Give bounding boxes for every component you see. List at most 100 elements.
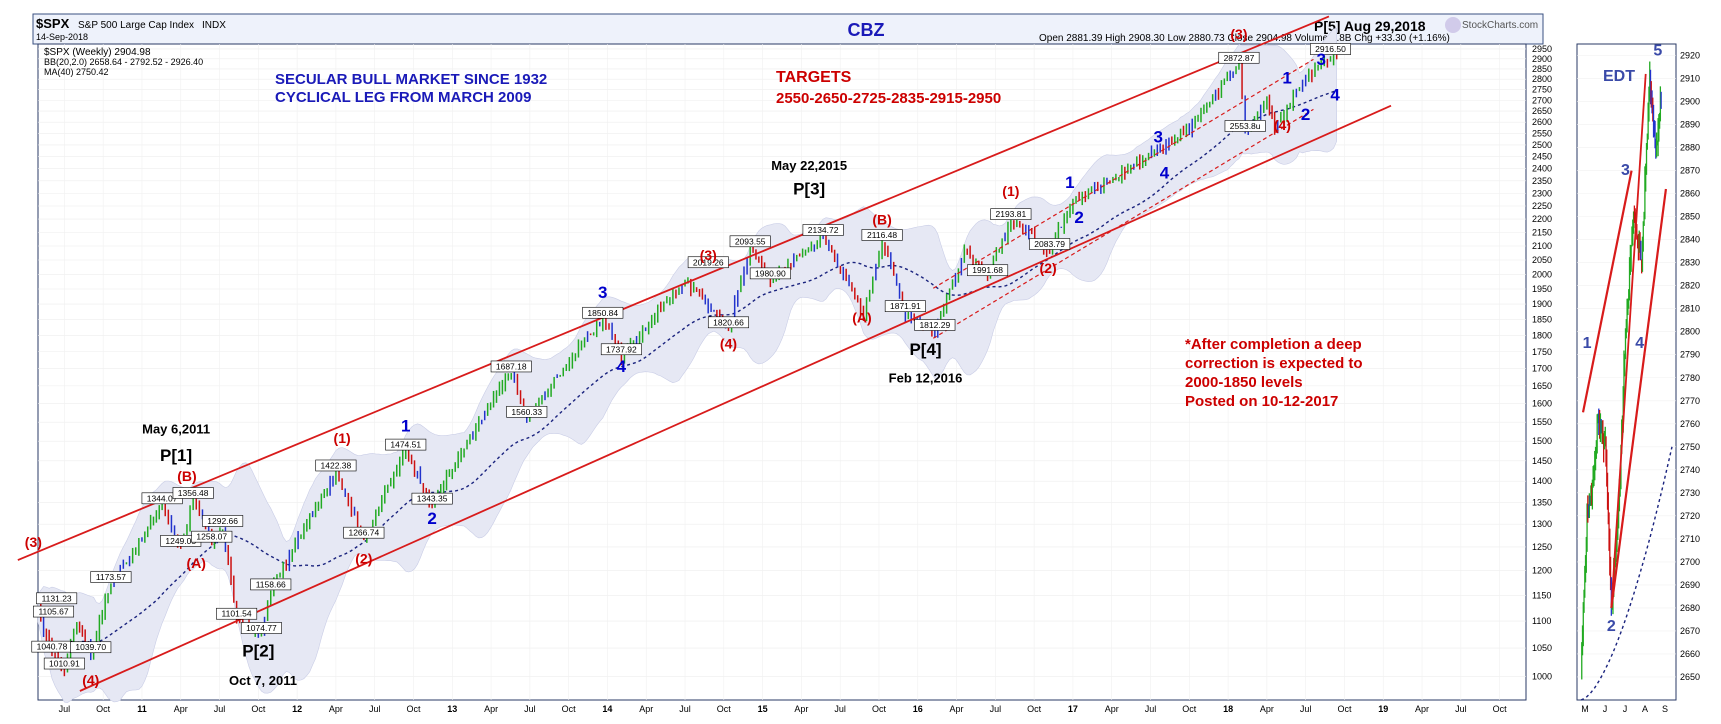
price-label: 1010.91 — [49, 659, 80, 669]
header-bar — [32, 13, 1544, 45]
wave-label: 4 — [617, 357, 627, 376]
chart-title: CBZ — [848, 20, 885, 40]
wave-label: Oct 7, 2011 — [229, 673, 297, 688]
wave-label: Feb 12,2016 — [889, 370, 963, 385]
main-y-tick-label: 2500 — [1532, 140, 1552, 150]
main-x-tick-label: Oct — [96, 704, 111, 714]
price-label-box — [90, 571, 132, 583]
wave-label: 2 — [1301, 105, 1310, 124]
main-x-tick-label: 14 — [602, 704, 612, 714]
channel-dashed-upper — [932, 58, 1314, 289]
wave-label: (1) — [334, 430, 351, 446]
price-label: 2553.8u — [1230, 121, 1261, 131]
price-label-box — [315, 459, 357, 472]
price-label-box — [343, 526, 385, 539]
main-x-tick-label: Jul — [369, 704, 381, 714]
main-y-tick-label: 1900 — [1532, 299, 1552, 309]
price-label-box — [1224, 120, 1266, 132]
inset-y-tick-label: 2730 — [1680, 488, 1700, 498]
main-y-tick-label: 1450 — [1532, 456, 1552, 466]
price-label: 1820.66 — [713, 317, 744, 327]
price-label-box — [1218, 51, 1260, 64]
inset-y-tick-label: 2700 — [1680, 557, 1700, 567]
main-y-tick-label: 1500 — [1532, 436, 1552, 446]
p5-label: P[5] Aug 29,2018 — [1314, 18, 1426, 34]
wave-label: P[3] — [793, 180, 825, 199]
main-y-tick-label: 1000 — [1532, 671, 1552, 681]
wave-label: 2 — [1074, 208, 1083, 227]
note-after-1: *After completion a deep — [1185, 336, 1362, 353]
main-x-tick-label: Apr — [329, 704, 343, 714]
header-symbol: $SPX — [36, 16, 70, 31]
price-label: 1356.48 — [178, 488, 209, 498]
main-y-tick-label: 1400 — [1532, 476, 1552, 486]
main-x-tick-label: Oct — [1337, 704, 1352, 714]
wave-label: 1 — [401, 417, 410, 436]
inset-y-tick-label: 2690 — [1680, 580, 1700, 590]
main-y-tick-label: 1700 — [1532, 364, 1552, 374]
wave-label: May 22,2015 — [771, 158, 847, 173]
inset-y-tick-label: 2890 — [1680, 120, 1700, 130]
price-label: 1344.07 — [147, 493, 178, 503]
inset-x-tick-label: J — [1623, 704, 1628, 714]
main-x-tick-label: Apr — [1105, 704, 1119, 714]
main-x-axis: Jul Oct 11 Apr Jul Oct 12 Apr Jul Oct 13 Apr Jul Oct 1… — [59, 704, 1507, 714]
main-x-tick-label: Jul — [990, 704, 1002, 714]
wave-label: (2) — [355, 550, 372, 566]
main-x-tick-label: Jul — [1145, 704, 1157, 714]
main-y-tick-label: 1800 — [1532, 330, 1552, 340]
main-x-tick-label: Apr — [639, 704, 653, 714]
note-after-3: 2000-1850 levels — [1185, 374, 1303, 391]
wave-label: (4) — [82, 672, 99, 688]
main-x-tick-label: Oct — [406, 704, 421, 714]
inset-x-tick-label: A — [1642, 704, 1648, 714]
price-label: 2083.79 — [1034, 239, 1065, 249]
wave-label: (A) — [187, 555, 206, 571]
price-label-box — [600, 343, 642, 356]
inset-y-tick-label: 2650 — [1680, 672, 1700, 682]
main-y-tick-label: 2700 — [1532, 95, 1552, 105]
wave-label: May 6,2011 — [142, 421, 210, 436]
main-x-tick-label: Jul — [834, 704, 846, 714]
inset-y-tick-label: 2920 — [1680, 51, 1700, 61]
price-label-box — [914, 319, 956, 331]
main-y-tick-label: 2800 — [1532, 74, 1552, 84]
ohlc-readout: Open 2881.39 High 2908.30 Low 2880.73 Cl… — [1039, 33, 1450, 44]
main-x-tick-label: 19 — [1378, 704, 1388, 714]
wave-label: 2 — [427, 509, 436, 528]
wave-label: 1 — [1282, 68, 1291, 87]
price-label-box — [411, 492, 453, 505]
main-y-tick-label: 2650 — [1532, 106, 1552, 116]
main-x-tick-label: 11 — [137, 704, 147, 714]
wave-label: (B) — [872, 211, 891, 227]
main-y-tick-label: 1950 — [1532, 284, 1552, 294]
main-y-tick-label: 2950 — [1532, 44, 1552, 54]
price-label: 1158.66 — [256, 579, 286, 589]
note-secular-1: SECULAR BULL MARKET SINCE 1932 — [275, 71, 547, 88]
inset-wave-label: 3 — [1621, 162, 1630, 179]
price-label: 1039.70 — [75, 642, 106, 652]
price-label: 1474.51 — [390, 440, 421, 450]
wave-label: (3) — [1230, 26, 1247, 42]
price-label-box — [861, 229, 903, 241]
main-y-tick-label: 1150 — [1532, 590, 1551, 600]
price-label-box — [687, 256, 729, 269]
inset-wedge-lines — [1580, 73, 1673, 701]
price-label-box — [1309, 43, 1351, 55]
stockcharts-logo: StockCharts.com — [1445, 17, 1538, 33]
main-x-tick-label: Oct — [1182, 704, 1197, 714]
price-label: 1850.84 — [587, 308, 618, 318]
main-y-tick-label: 2300 — [1532, 188, 1552, 198]
inset-y-tick-label: 2710 — [1680, 534, 1700, 544]
inset-y-tick-label: 2900 — [1680, 97, 1700, 107]
main-x-tick-label: Oct — [562, 704, 577, 714]
wave-label: 1 — [1065, 173, 1074, 192]
main-y-tick-label: 1250 — [1532, 542, 1552, 552]
main-x-tick-label: 16 — [913, 704, 923, 714]
price-label-box — [749, 267, 791, 280]
wave-label: 4 — [1160, 163, 1170, 182]
price-label: 2193.81 — [995, 209, 1026, 219]
price-label: 1871.91 — [890, 301, 921, 311]
